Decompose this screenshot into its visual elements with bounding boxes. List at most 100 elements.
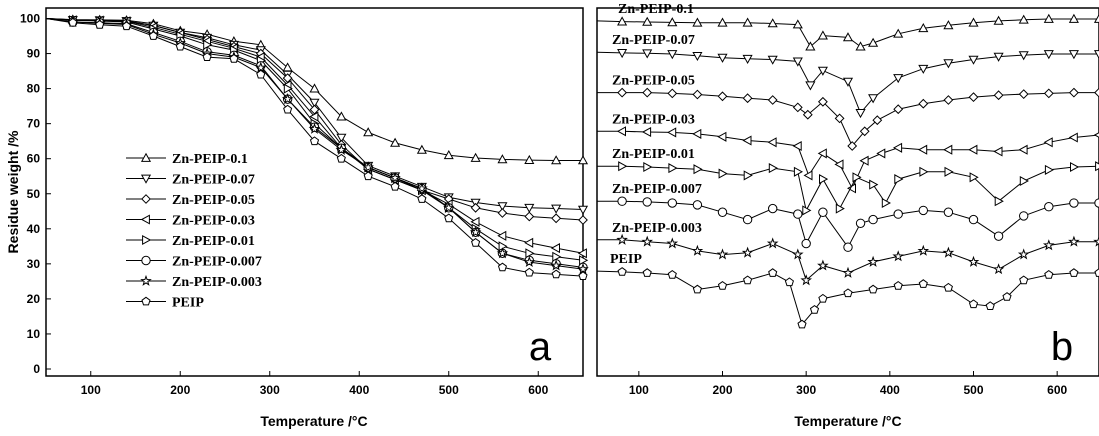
panel-b-letter: b [1051,325,1073,369]
data-point [742,214,753,225]
data-point [497,230,507,241]
panel-a-letter: a [529,325,552,369]
data-point [471,237,481,247]
data-point [417,194,427,203]
data-point [283,83,293,94]
x-tick-label: 100 [81,383,101,397]
panel-a-y-ticks: 0 10 20 30 40 50 60 70 80 90 100 [20,12,51,376]
data-point [497,202,508,212]
data-point [1044,164,1055,175]
data-point [1094,198,1099,208]
series-Zn-PEIP-0.07 [596,49,1099,119]
data-point [868,214,878,225]
data-point [1093,235,1099,247]
y-tick-label: 60 [27,152,41,166]
data-point [551,269,561,279]
data-point [741,246,754,258]
data-point [993,52,1004,62]
data-point [892,250,905,262]
data-point [1095,161,1099,172]
data-point [967,255,980,267]
data-point [717,53,728,63]
data-point [616,126,626,137]
data-point [692,200,703,210]
x-tick-label: 600 [1047,383,1067,397]
data-point [867,255,879,267]
data-point [818,207,828,217]
data-point [642,268,652,277]
data-point [641,235,654,247]
legend-label: Zn-PEIP-0.01 [172,234,255,249]
data-point [843,242,853,252]
data-point [550,243,560,254]
data-point [894,174,904,185]
data-point [1069,198,1079,208]
data-point [95,19,105,29]
data-point [443,201,455,213]
data-point [336,153,346,163]
legend-marker [140,274,152,286]
data-point [817,30,828,40]
data-point [802,205,812,216]
x-tick-label: 500 [963,383,983,397]
data-point [443,149,454,160]
data-point [617,16,628,26]
data-point [842,266,854,278]
data-point [309,111,319,122]
legend-label: PEIP [172,296,204,311]
data-point [616,233,628,245]
data-point [1068,235,1080,247]
series-line [597,239,1099,282]
data-point [1068,87,1079,98]
data-point [693,164,703,175]
data-point [918,279,928,288]
data-point [893,280,903,290]
y-tick-label: 30 [27,257,41,271]
data-point [617,196,627,206]
data-point [444,213,454,223]
data-point [992,263,1005,275]
series-Zn-PEIP-0.03 [45,15,587,259]
data-point [893,209,903,219]
data-point [309,98,320,108]
data-point [768,203,778,214]
panel-a-x-ticks: 100 200 300 400 500 600 [81,371,549,397]
x-tick-label: 200 [712,383,732,397]
panel-a-x-axis-label: Temperature /°C [260,413,367,429]
data-point [942,246,955,258]
series-Zn-PEIP-0.01 [597,161,1099,216]
data-point [792,19,803,29]
data-point [793,166,804,177]
y-tick-label: 70 [27,117,41,131]
data-point [281,93,294,105]
data-point [1018,51,1029,61]
data-point [203,39,213,50]
data-point [968,55,979,65]
data-point [742,93,753,104]
y-tick-label: 50 [27,187,41,201]
legend-marker [140,152,152,162]
data-point [803,170,813,181]
data-point [667,50,678,60]
data-point [335,143,348,155]
data-point [642,49,653,59]
data-point [876,148,886,159]
data-point [642,16,653,26]
data-point [1068,13,1079,23]
data-point [943,95,954,105]
panel-b: 100 200 300 400 500 600 Zn-PEIP-0.1Zn-PEIP-0.… [596,2,1099,429]
y-tick-label: 20 [27,292,41,306]
data-point [643,161,653,173]
data-point [577,263,589,274]
data-point [893,28,904,38]
legend-marker [140,214,150,225]
data-point [834,159,844,170]
data-point [642,197,652,207]
data-point [336,111,347,121]
data-point [229,53,239,63]
data-point [309,136,320,146]
data-point [802,109,813,120]
data-point [497,154,508,164]
series-Zn-PEIP-0.1 [596,13,1099,51]
panel-b-x-axis-label: Temperature /°C [794,413,901,429]
